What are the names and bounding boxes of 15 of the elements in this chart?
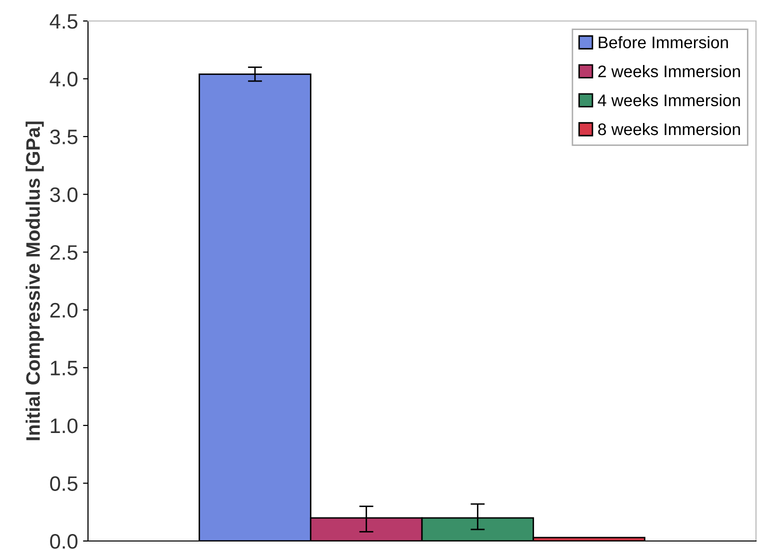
legend-label: Before Immersion [598, 36, 728, 48]
y-tick-label: 3.5 [50, 130, 78, 144]
y-tick-label: 3.0 [50, 187, 78, 202]
y-tick-label: 0.5 [50, 476, 78, 491]
legend-label: 8 weeks Immersion [598, 122, 740, 136]
y-tick-label: 4.0 [50, 72, 78, 87]
y-tick-label: 1.5 [50, 360, 78, 376]
y-axis-title: Initial Compressive Modulus [GPa] [26, 122, 44, 440]
legend-label: 4 weeks Immersion [598, 94, 740, 106]
legend-label: 2 weeks Immersion [598, 65, 740, 78]
y-tick-label: 1.0 [50, 418, 78, 434]
y-tick-label: 0.0 [50, 534, 78, 549]
y-tick-label: 2.0 [50, 302, 78, 318]
y-tick-label: 2.5 [50, 245, 78, 260]
y-tick-label: 4.5 [50, 14, 78, 29]
